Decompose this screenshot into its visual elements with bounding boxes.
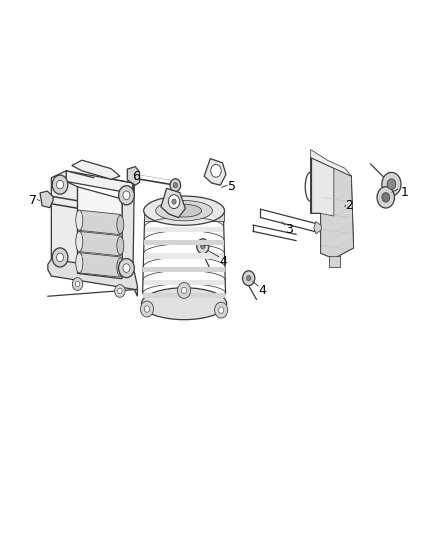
Ellipse shape [76,210,83,230]
Circle shape [115,285,125,297]
Polygon shape [66,171,133,193]
Polygon shape [143,293,226,298]
Circle shape [170,179,180,191]
Polygon shape [79,253,120,277]
Circle shape [173,182,177,188]
Circle shape [382,192,390,202]
Circle shape [201,244,205,249]
Circle shape [52,175,68,194]
Circle shape [219,307,224,313]
Circle shape [197,239,209,254]
Circle shape [75,281,80,287]
Circle shape [57,253,64,262]
Circle shape [123,264,130,272]
Polygon shape [145,227,223,232]
Polygon shape [145,240,224,245]
Text: 4: 4 [259,284,267,297]
Text: 3: 3 [285,223,293,236]
Circle shape [57,180,64,189]
Polygon shape [161,188,185,217]
Polygon shape [311,158,353,259]
Polygon shape [72,160,120,179]
Text: 5: 5 [228,180,236,193]
Polygon shape [144,211,224,221]
Ellipse shape [76,231,83,252]
Circle shape [215,302,228,318]
Polygon shape [311,150,351,176]
Ellipse shape [155,200,212,221]
Polygon shape [122,183,134,279]
Circle shape [52,248,68,267]
Polygon shape [329,256,340,266]
Circle shape [168,195,180,208]
Text: 1: 1 [401,185,409,199]
Ellipse shape [76,253,83,273]
Polygon shape [144,253,224,259]
Ellipse shape [117,258,124,276]
Ellipse shape [117,215,124,233]
Text: 7: 7 [29,193,37,207]
Polygon shape [40,191,53,208]
Ellipse shape [141,288,226,320]
Ellipse shape [144,196,224,225]
Polygon shape [78,187,122,279]
Circle shape [243,271,255,286]
Text: 6: 6 [132,169,140,183]
Polygon shape [321,168,353,259]
Circle shape [181,287,187,294]
Polygon shape [204,159,226,185]
Circle shape [211,165,221,177]
Circle shape [119,259,134,278]
Circle shape [141,301,153,317]
Polygon shape [48,259,138,296]
Text: 2: 2 [345,199,353,212]
Circle shape [119,185,134,205]
Polygon shape [127,166,140,185]
Polygon shape [79,231,120,256]
Polygon shape [143,280,225,285]
Circle shape [177,282,191,298]
Circle shape [145,306,150,312]
Ellipse shape [117,237,124,255]
Circle shape [72,278,83,290]
Polygon shape [314,222,321,234]
Circle shape [377,187,395,208]
Circle shape [172,199,176,204]
Polygon shape [144,266,225,272]
Circle shape [123,191,130,199]
Text: 4: 4 [219,255,227,268]
Polygon shape [79,210,120,235]
Circle shape [247,276,251,281]
Ellipse shape [166,204,201,217]
Circle shape [118,288,122,294]
Circle shape [382,172,401,196]
Circle shape [387,179,396,189]
Polygon shape [51,171,78,273]
